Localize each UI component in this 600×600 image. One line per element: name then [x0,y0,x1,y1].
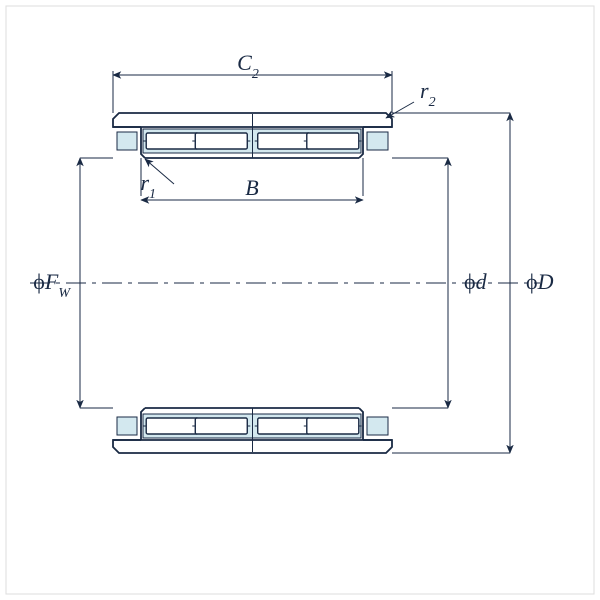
dim-label: C2 [237,50,259,82]
roller [146,418,198,434]
roller [146,133,198,149]
roller [258,133,310,149]
figure-frame [6,6,594,594]
dim-label: ϕFW [33,269,71,301]
cage-lug [367,132,388,150]
dim-label: B [245,175,258,200]
cage-lug [117,417,137,435]
leader [145,159,174,184]
dim-label: ϕd [464,269,488,294]
roller [307,133,359,149]
cage-lug [117,132,137,150]
bearing-cross-section-diagram: C2 BϕFW ϕd ϕD r2 r1 [0,0,600,600]
leader [386,102,414,118]
roller [307,418,359,434]
roller [195,418,247,434]
dim-label: r1 [140,170,156,202]
dim-label: ϕD [526,269,554,294]
roller [258,418,310,434]
roller [195,133,247,149]
dim-label: r2 [420,78,436,110]
cage-lug [367,417,388,435]
